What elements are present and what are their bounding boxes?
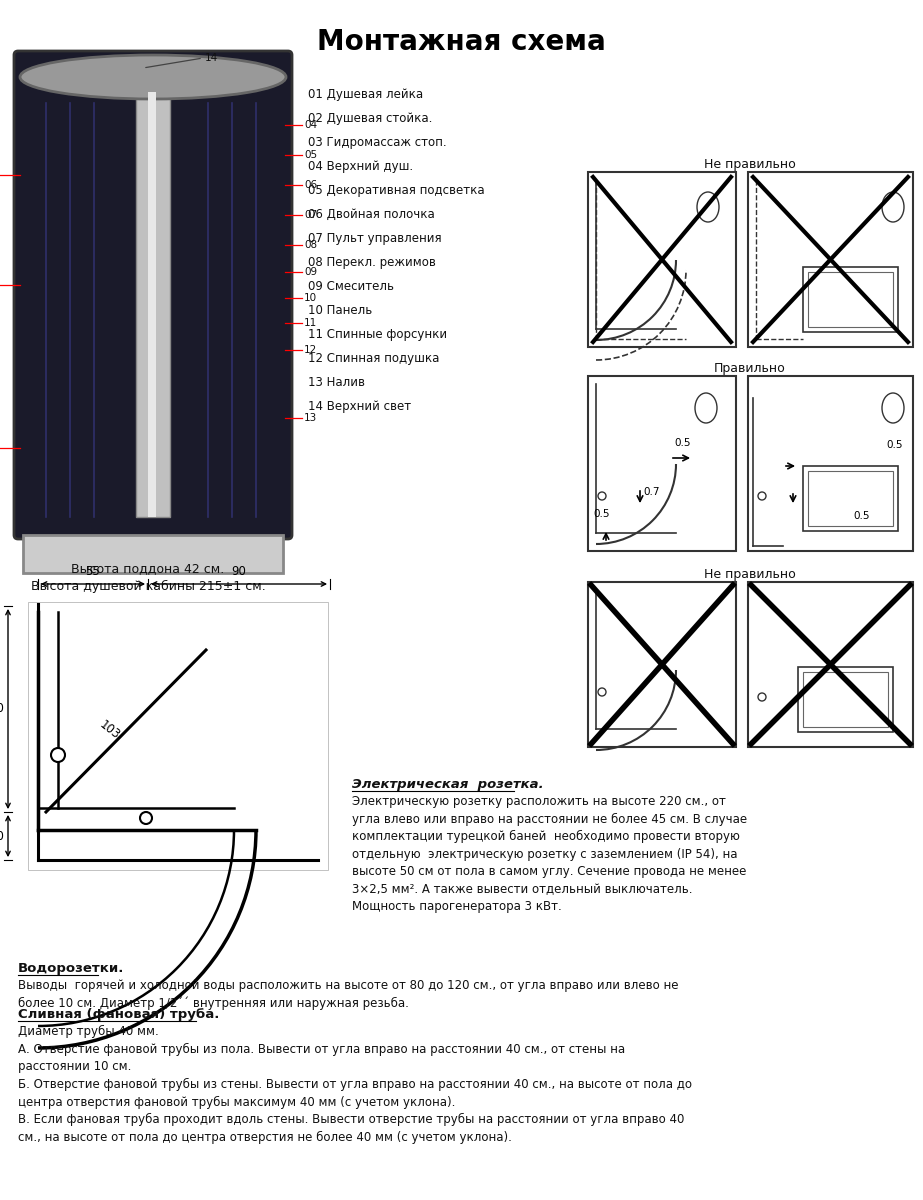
Text: Монтажная схема: Монтажная схема	[318, 28, 605, 56]
Circle shape	[51, 748, 65, 762]
Bar	[803, 672, 888, 727]
Text: 01 Душевая лейка: 01 Душевая лейка	[308, 88, 423, 101]
Bar	[808, 272, 893, 326]
Text: Высота поддона 42 см.: Высота поддона 42 см.	[71, 562, 224, 575]
Circle shape	[758, 692, 766, 701]
Ellipse shape	[697, 192, 719, 222]
Text: Не правильно: Не правильно	[704, 568, 796, 581]
Ellipse shape	[882, 192, 904, 222]
Text: 07: 07	[304, 210, 318, 220]
Text: 05 Декоративная подсветка: 05 Декоративная подсветка	[308, 184, 485, 197]
Bar	[808, 470, 893, 526]
Text: 0.7: 0.7	[643, 487, 660, 497]
Bar	[28, 602, 328, 870]
Text: Водорозетки.: Водорозетки.	[18, 962, 125, 974]
Text: 0.5: 0.5	[674, 438, 690, 448]
Text: 103: 103	[97, 718, 123, 742]
Bar	[588, 172, 736, 347]
Circle shape	[598, 492, 606, 500]
Circle shape	[758, 492, 766, 500]
Text: Не правильно: Не правильно	[704, 158, 796, 170]
Ellipse shape	[882, 392, 904, 422]
Text: 10: 10	[304, 293, 318, 302]
Bar	[588, 376, 736, 551]
Text: 03 Гидромассаж стоп.: 03 Гидромассаж стоп.	[308, 136, 447, 149]
Text: 05: 05	[304, 150, 318, 160]
Bar	[748, 172, 913, 347]
Text: 11 Спинные форсунки: 11 Спинные форсунки	[308, 328, 447, 341]
Bar	[803, 466, 898, 530]
Text: 14 Верхний свет: 14 Верхний свет	[308, 400, 411, 413]
Text: Правильно: Правильно	[714, 362, 785, 374]
Text: 06 Двойная полочка: 06 Двойная полочка	[308, 208, 435, 221]
Text: 0.5: 0.5	[886, 440, 903, 450]
Text: 20: 20	[0, 829, 4, 842]
Bar	[148, 92, 156, 517]
Text: 02 Душевая стойка.: 02 Душевая стойка.	[308, 112, 432, 125]
Text: 90: 90	[232, 565, 246, 578]
Bar	[803, 266, 898, 332]
Text: 04 Верхний душ.: 04 Верхний душ.	[308, 160, 414, 173]
Text: Высота душевой кабины 215±1 см.: Высота душевой кабины 215±1 см.	[30, 580, 266, 593]
Circle shape	[140, 812, 152, 824]
Text: 12 Спинная подушка: 12 Спинная подушка	[308, 352, 439, 365]
Text: 55: 55	[86, 565, 101, 578]
Text: Выводы  горячей и холодной воды расположить на высоте от 80 до 120 см., от угла : Выводы горячей и холодной воды расположи…	[18, 979, 678, 1010]
Text: 04: 04	[304, 120, 318, 130]
Text: 13 Налив: 13 Налив	[308, 376, 365, 389]
Text: 06: 06	[304, 180, 318, 190]
Bar	[136, 92, 170, 517]
Bar	[748, 582, 913, 746]
Text: 12: 12	[304, 346, 318, 355]
Text: Сливная (фановая) труба.: Сливная (фановая) труба.	[18, 1008, 220, 1021]
Text: Диаметр трубы 40 мм.
А. Отверстие фановой трубы из пола. Вывести от угла вправо : Диаметр трубы 40 мм. А. Отверстие фаново…	[18, 1025, 692, 1144]
Text: Электрическая  розетка.: Электрическая розетка.	[352, 778, 544, 791]
Text: 09: 09	[304, 266, 318, 277]
Text: 09 Смеситель: 09 Смеситель	[308, 280, 394, 293]
Text: 90: 90	[0, 702, 4, 715]
Text: Электрическую розетку расположить на высоте 220 см., от
угла влево или вправо на: Электрическую розетку расположить на выс…	[352, 794, 747, 913]
Text: 14: 14	[205, 53, 218, 62]
Ellipse shape	[20, 55, 286, 98]
Text: 07 Пульт управления: 07 Пульт управления	[308, 232, 441, 245]
Text: 0.5: 0.5	[853, 511, 869, 521]
Text: 11: 11	[304, 318, 318, 328]
Bar	[588, 582, 736, 746]
Text: 0.5: 0.5	[593, 509, 609, 518]
Bar	[23, 535, 283, 572]
Ellipse shape	[695, 392, 717, 422]
FancyBboxPatch shape	[14, 50, 292, 539]
Text: 13: 13	[304, 413, 318, 422]
Text: 10 Панель: 10 Панель	[308, 304, 372, 317]
Circle shape	[598, 688, 606, 696]
Bar	[798, 667, 893, 732]
Text: 08 Перекл. режимов: 08 Перекл. режимов	[308, 256, 436, 269]
Text: 08: 08	[304, 240, 318, 250]
Bar	[748, 376, 913, 551]
